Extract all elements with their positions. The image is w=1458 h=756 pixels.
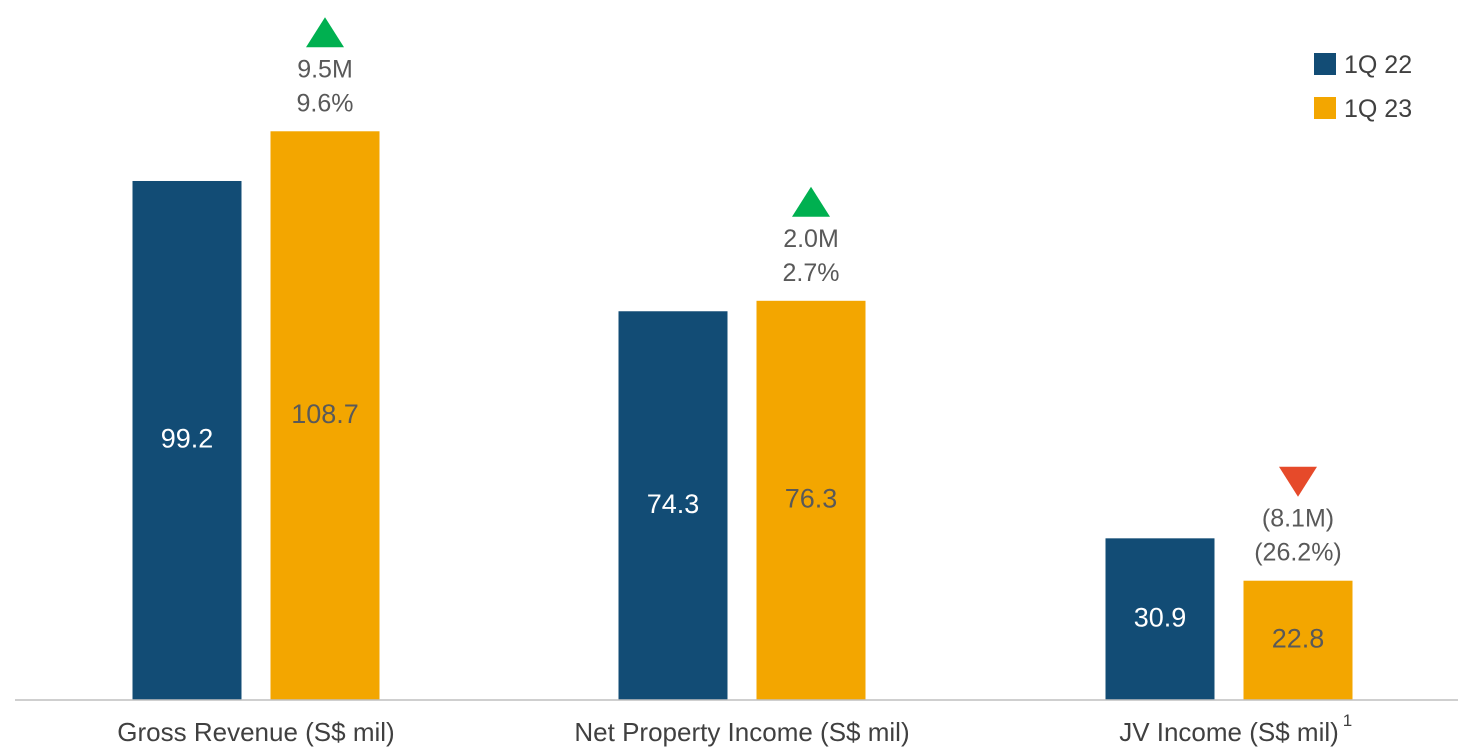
- change-percent-label: 2.7%: [783, 259, 840, 287]
- bar-current-2: [1243, 580, 1353, 700]
- bar-value-label: 30.9: [1134, 602, 1187, 632]
- bar-value-label: 22.8: [1272, 623, 1325, 653]
- footnote-marker: 1: [1343, 711, 1352, 730]
- change-markers-layer: 9.5M 9.6% 2.0M 2.7% (8.1M) (26.2%): [297, 17, 1342, 567]
- category-labels: Gross Revenue (S$ mil) Net Property Incom…: [117, 711, 1352, 747]
- legend-swatch: [1314, 97, 1336, 119]
- change-amount-label: (8.1M): [1262, 505, 1334, 533]
- change-percent-label: 9.6%: [297, 89, 354, 117]
- bar-value-label: 99.2: [161, 424, 214, 454]
- change-amount-label: 2.0M: [783, 225, 839, 253]
- change-percent-label: (26.2%): [1254, 539, 1342, 567]
- legend-swatch: [1314, 53, 1336, 75]
- legend: 1Q 22 1Q 23: [1314, 51, 1412, 123]
- bar-prior-1: [618, 311, 728, 700]
- bar-current-0: [270, 131, 380, 700]
- bar-prior-2: [1105, 538, 1215, 700]
- legend-label: 1Q 23: [1344, 95, 1412, 123]
- change-amount-label: 9.5M: [297, 55, 353, 83]
- category-label: Net Property Income (S$ mil): [574, 717, 909, 747]
- bars-layer: 99.2 108.7 74.3 76.3 30.9 22.8: [132, 131, 1353, 700]
- bar-current-1: [756, 300, 866, 700]
- legend-label: 1Q 22: [1344, 51, 1412, 79]
- up-triangle-icon: [792, 186, 830, 217]
- bar-value-label: 108.7: [291, 399, 359, 429]
- down-triangle-icon: [1279, 466, 1317, 497]
- bar-value-label: 74.3: [647, 489, 700, 519]
- up-triangle-icon: [306, 17, 344, 48]
- bar-value-label: 76.3: [785, 484, 838, 514]
- bar-prior-0: [132, 180, 242, 700]
- category-label: Gross Revenue (S$ mil): [117, 717, 394, 747]
- category-label: JV Income (S$ mil): [1119, 717, 1339, 747]
